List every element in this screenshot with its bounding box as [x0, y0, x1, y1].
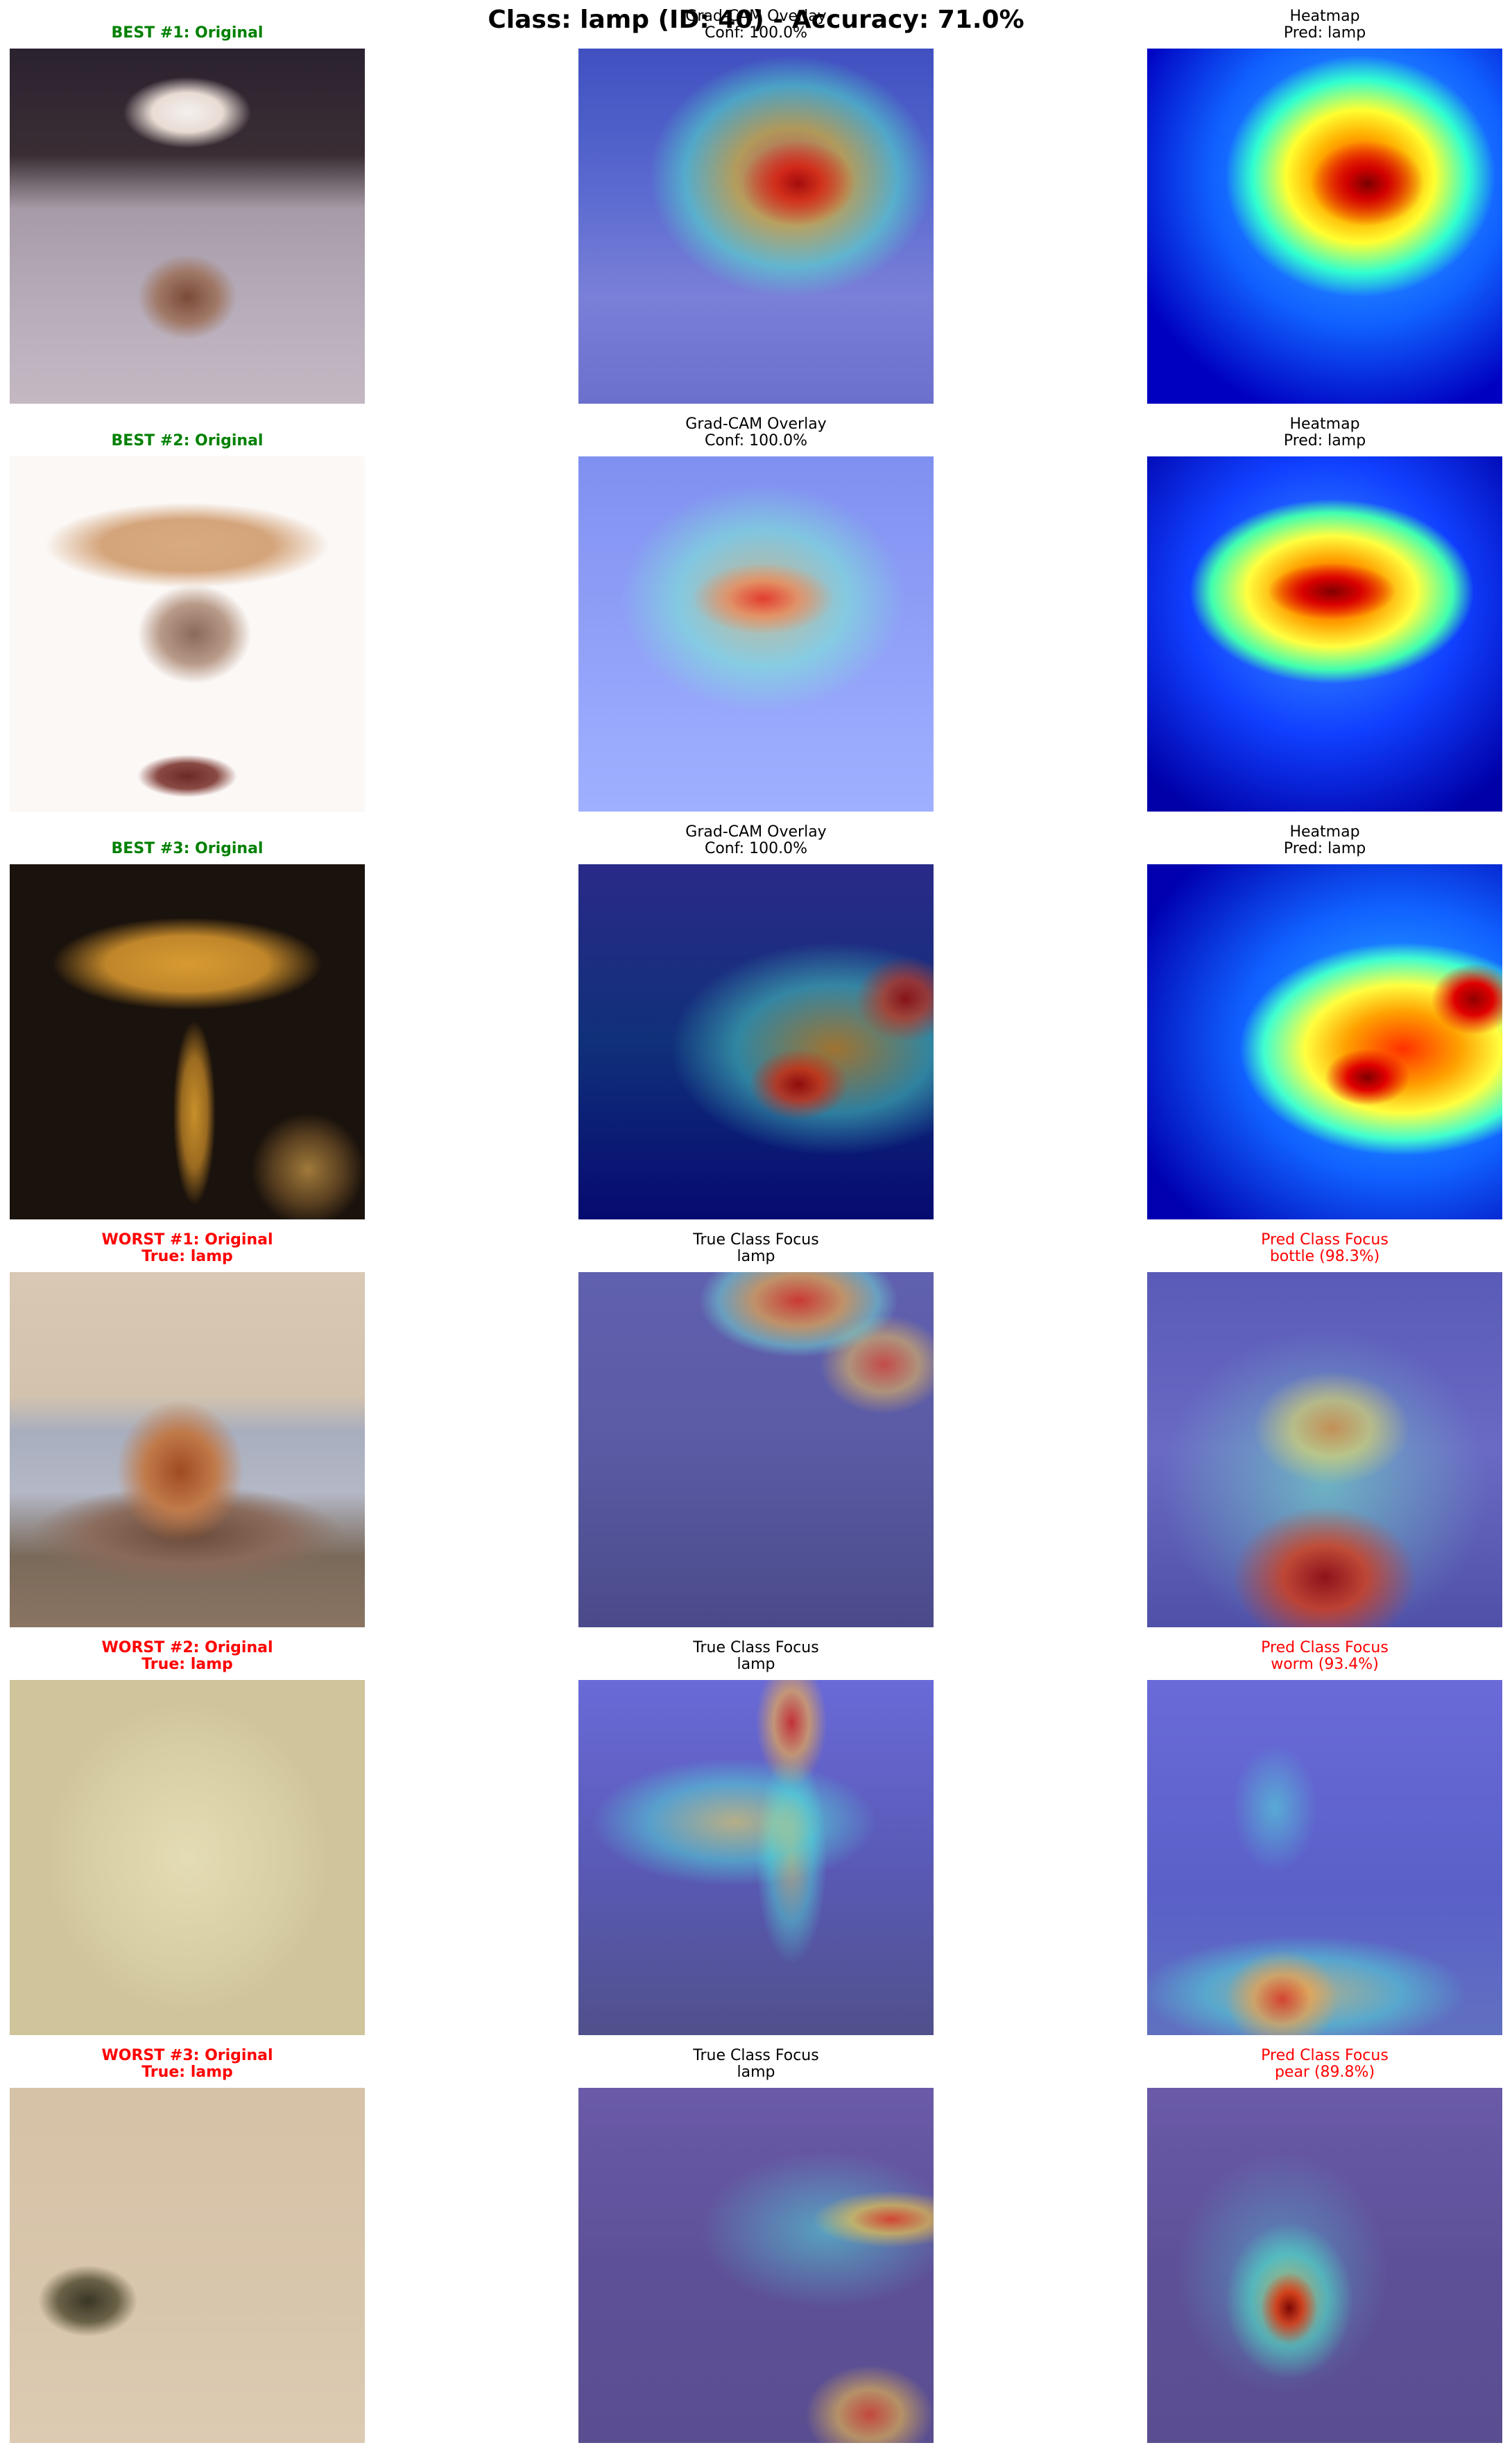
heatmap-image	[1147, 456, 1502, 812]
panel-title: WORST #3: Original True: lamp	[101, 2047, 273, 2081]
panel-title: BEST #2: Original	[111, 432, 264, 449]
panel-title: BEST #3: Original	[111, 840, 264, 857]
panel-title: True Class Focus lamp	[693, 1231, 819, 1265]
panel-title: Heatmap Pred: lamp	[1283, 8, 1366, 42]
panel-title: BEST #1: Original	[111, 24, 264, 42]
pred-class-focus-image	[1147, 1680, 1502, 2035]
original-image	[10, 1272, 365, 1627]
panel-title: Heatmap Pred: lamp	[1283, 415, 1366, 449]
true-class-focus-image	[578, 1680, 934, 2035]
panel-title: True Class Focus lamp	[693, 2047, 819, 2081]
panel-title: Pred Class Focus worm (93.4%)	[1261, 1639, 1389, 1673]
true-class-focus-image	[578, 2088, 934, 2443]
original-image	[10, 456, 365, 812]
figure-title: Class: lamp (ID: 40) - Accuracy: 71.0%	[488, 6, 1024, 34]
pred-class-focus-image	[1147, 2088, 1502, 2443]
panel-title: Grad-CAM Overlay Conf: 100.0%	[685, 8, 827, 42]
true-class-focus-image	[578, 1272, 934, 1627]
panel-title: Pred Class Focus pear (89.8%)	[1261, 2047, 1389, 2081]
original-image	[10, 49, 365, 404]
original-image	[10, 1680, 365, 2035]
heatmap-image	[1147, 49, 1502, 404]
panel-title: Grad-CAM Overlay Conf: 100.0%	[685, 415, 827, 449]
panel-title: WORST #2: Original True: lamp	[101, 1639, 273, 1673]
heatmap-image	[1147, 864, 1502, 1219]
gradcam-overlay-image	[578, 864, 934, 1219]
panel-title: Grad-CAM Overlay Conf: 100.0%	[685, 823, 827, 857]
panel-title: Heatmap Pred: lamp	[1283, 823, 1366, 857]
panel-title: WORST #1: Original True: lamp	[101, 1231, 273, 1265]
original-image	[10, 864, 365, 1219]
pred-class-focus-image	[1147, 1272, 1502, 1627]
panel-title: Pred Class Focus bottle (98.3%)	[1261, 1231, 1389, 1265]
gradcam-overlay-image	[578, 456, 934, 812]
panel-title: True Class Focus lamp	[693, 1639, 819, 1673]
gradcam-overlay-image	[578, 49, 934, 404]
original-image	[10, 2088, 365, 2443]
